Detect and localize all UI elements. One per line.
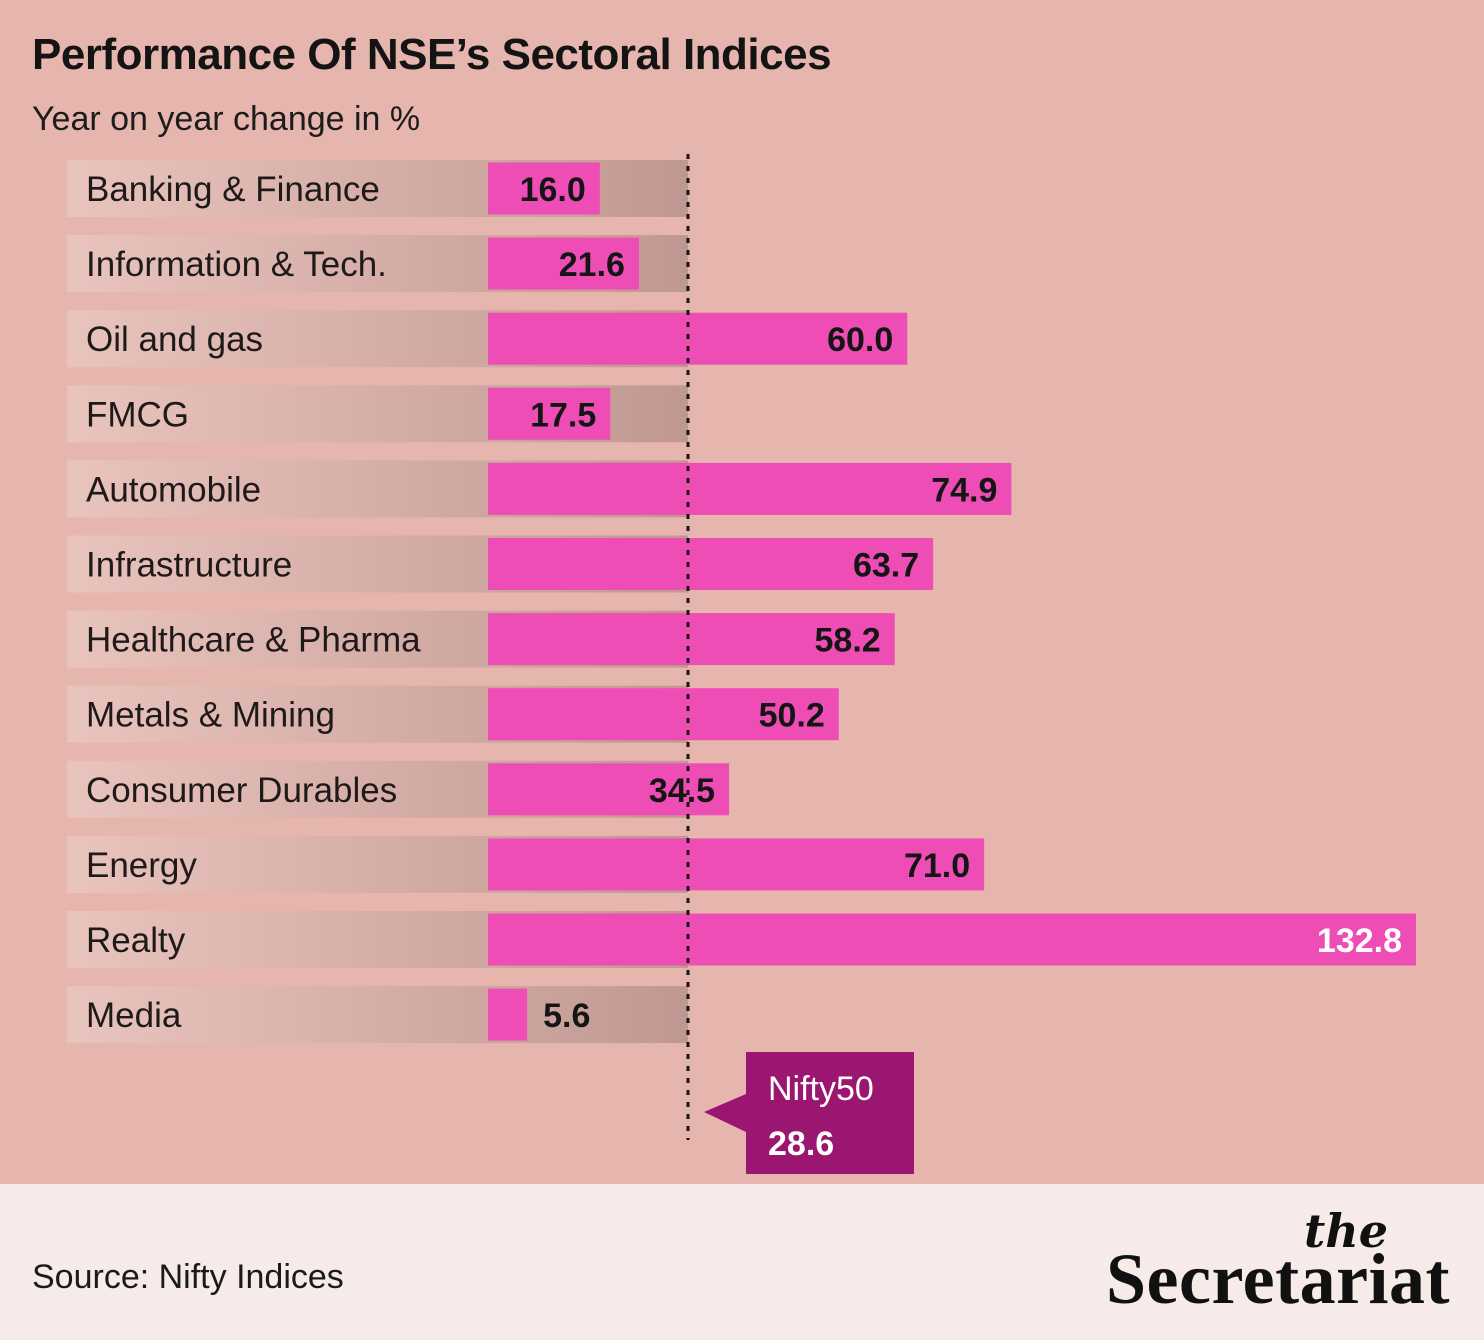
bar (488, 838, 985, 891)
source-note: Source: Nifty Indices (32, 1258, 344, 1296)
bar-row: FMCG 17.5 (67, 385, 688, 443)
bar (488, 688, 839, 741)
value-label: 21.6 (559, 246, 625, 284)
category-label: Oil and gas (86, 320, 263, 359)
bar (488, 237, 639, 290)
callout-box (704, 1052, 914, 1174)
value-label: 50.2 (759, 697, 825, 735)
value-label: 74.9 (931, 471, 997, 509)
bar-row: Infrastructure 63.7 (67, 535, 934, 593)
bar (488, 387, 611, 440)
bar-row: Healthcare & Pharma 58.2 (67, 610, 895, 668)
value-label: 132.8 (1317, 922, 1402, 960)
value-label: 34.5 (649, 772, 715, 810)
category-label: Information & Tech. (86, 245, 387, 284)
bar-chart: Banking & Finance 16.0 Information & Tech.… (67, 154, 1416, 1174)
bar-row: Consumer Durables 34.5 (67, 760, 730, 818)
category-label: Media (86, 996, 182, 1035)
value-label: 60.0 (827, 321, 893, 359)
logo-the: the (1304, 1204, 1388, 1258)
bar (488, 538, 934, 590)
category-label: Automobile (86, 470, 261, 509)
value-label: 58.2 (815, 622, 881, 660)
nifty50-callout: Nifty50 28.6 (704, 1052, 914, 1174)
category-label: Metals & Mining (86, 696, 335, 735)
category-label: Banking & Finance (86, 170, 380, 209)
bar (488, 913, 1416, 966)
row-background (67, 986, 688, 1044)
category-label: Healthcare & Pharma (86, 621, 421, 660)
category-label: Consumer Durables (86, 771, 397, 810)
bar-row: Energy 71.0 (67, 835, 985, 893)
footer (0, 1184, 1484, 1340)
value-label: 71.0 (904, 847, 970, 885)
bar-row: Banking & Finance 16.0 (67, 160, 688, 217)
bar (488, 162, 600, 215)
bar (488, 462, 1012, 515)
bar (488, 988, 528, 1041)
bar-row: Automobile 74.9 (67, 460, 1012, 518)
bar (488, 312, 908, 365)
callout-label: Nifty50 (768, 1070, 874, 1108)
callout-value: 28.6 (768, 1125, 834, 1163)
logo-name: Secretariat (1106, 1239, 1450, 1319)
bar-row: Information & Tech. 21.6 (67, 235, 688, 293)
value-label: 63.7 (853, 547, 919, 585)
value-label: 17.5 (530, 396, 596, 434)
chart-title: Performance Of NSE’s Sectoral Indices (32, 30, 832, 79)
value-label: 16.0 (520, 171, 586, 209)
bar-row: Realty 132.8 (67, 911, 1416, 968)
value-label: 5.6 (543, 997, 590, 1035)
category-label: Realty (86, 921, 186, 960)
bar (488, 613, 895, 666)
bar-row: Oil and gas 60.0 (67, 310, 908, 368)
category-label: FMCG (86, 395, 189, 434)
category-label: Infrastructure (86, 546, 292, 585)
chart-subtitle: Year on year change in % (32, 100, 421, 138)
bar-row: Media 5.6 (67, 986, 688, 1044)
category-label: Energy (86, 846, 197, 885)
bar-row: Metals & Mining 50.2 (67, 685, 839, 743)
